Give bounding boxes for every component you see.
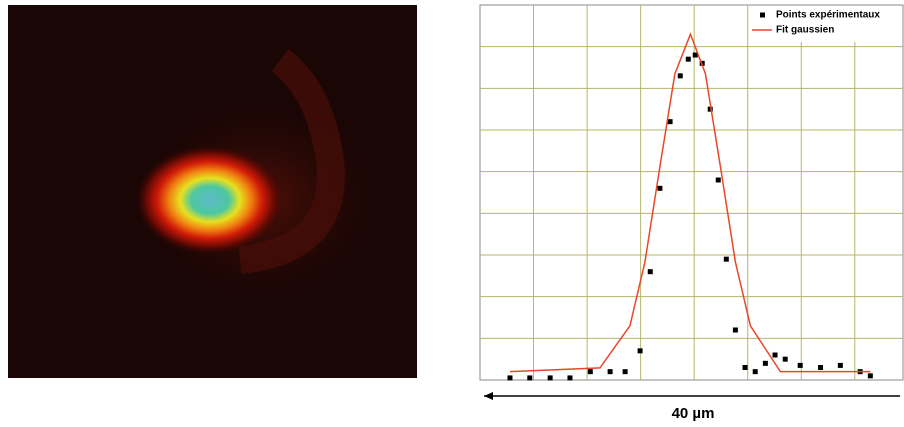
data-point (707, 106, 713, 112)
data-point (637, 348, 643, 354)
data-point (547, 375, 553, 381)
legend-label: Fit gaussien (776, 25, 834, 36)
data-point (762, 360, 768, 366)
plot-area (479, 4, 904, 381)
data-point (685, 56, 691, 62)
data-point (797, 362, 803, 368)
data-point (723, 256, 729, 262)
data-point (742, 365, 748, 370)
data-point (507, 375, 513, 381)
data-point (867, 373, 873, 379)
fit-line (509, 32, 871, 373)
data-point (607, 369, 613, 375)
scale-label: 40 µm (672, 405, 715, 422)
beam-image (8, 5, 417, 378)
data-point (527, 375, 533, 381)
data-point (657, 185, 663, 191)
data-point (692, 52, 698, 58)
data-point (818, 365, 824, 370)
data-point (622, 369, 628, 375)
legend-marker (760, 12, 765, 18)
data-point (772, 352, 778, 358)
data-point (667, 119, 673, 125)
data-point (782, 356, 788, 362)
data-point (647, 269, 653, 275)
arrow-head (484, 392, 493, 400)
legend-label: Points expérimentaux (776, 10, 880, 21)
data-point (732, 327, 738, 333)
data-point (587, 369, 593, 375)
data-point (837, 362, 843, 368)
data-point (677, 73, 683, 79)
data-point (715, 177, 721, 183)
legend-box (750, 6, 902, 42)
data-point (567, 375, 573, 381)
data-point (752, 369, 758, 375)
